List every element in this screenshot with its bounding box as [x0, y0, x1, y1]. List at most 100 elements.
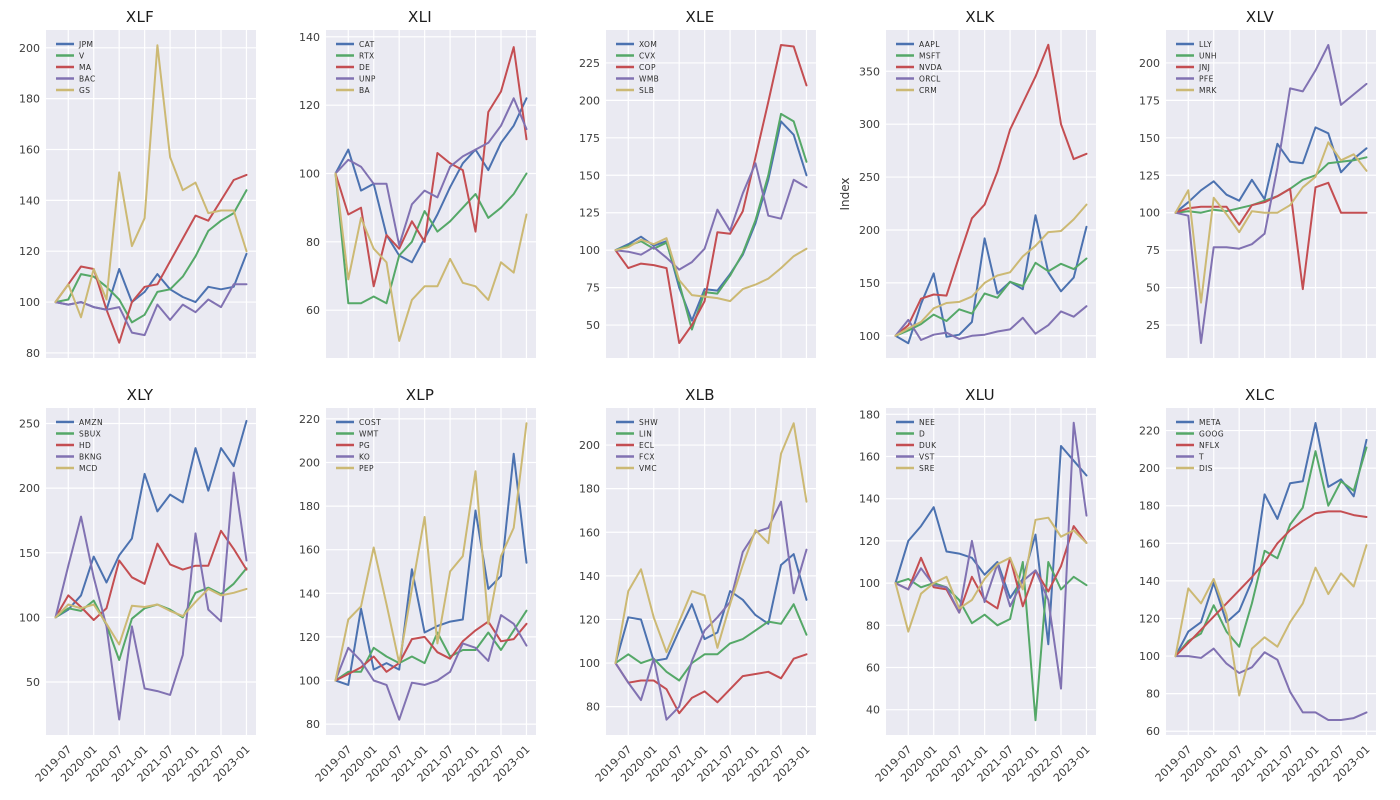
- y-tick-label: 180: [19, 93, 40, 106]
- y-tick-label: 180: [1139, 500, 1160, 513]
- subplot-xli: XLI 60 80 100 120 140 CAT RTX DE UNP BA: [280, 0, 560, 380]
- y-tick-label: 350: [859, 65, 880, 78]
- series-line-xlf-gs: [54, 44, 248, 319]
- series-line-xle-cvx: [614, 112, 808, 331]
- plot-xle: 50 75 100 125 150 175 200 225 XOM CVX COP WMB SLB: [579, 30, 816, 358]
- legend-label-jnj: JNJ: [1198, 63, 1210, 72]
- series-line-xlp-ko: [334, 614, 528, 721]
- y-tick-label: 50: [586, 319, 600, 332]
- series-line-xlk-orcl: [894, 305, 1088, 341]
- y-tick-label: 60: [866, 661, 880, 674]
- legend-xlk: AAPL MSFT NVDA ORCL CRM: [896, 40, 942, 95]
- series-line-xlp-pg: [334, 620, 528, 682]
- legend-label-shw: SHW: [639, 418, 658, 427]
- y-tick-label: 100: [579, 244, 600, 257]
- legend-label-sbux: SBUX: [79, 429, 101, 438]
- y-tick-label: 80: [1146, 688, 1160, 701]
- series-line-xli-rtx: [334, 172, 528, 305]
- legend-label-v: V: [79, 51, 85, 60]
- legend-label-rtx: RTX: [359, 51, 375, 60]
- y-axis-label: Index: [840, 177, 852, 210]
- subplot-xlp: XLP 80 100 120 140 160 180 200 220 2019-07 2020-01…: [280, 380, 560, 800]
- y-axis-tick-labels: 60 80 100 120 140: [299, 31, 320, 317]
- legend-label-sre: SRE: [919, 464, 935, 473]
- plot-xlp: 80 100 120 140 160 180 200 220 2019-072020-01202…: [299, 408, 536, 785]
- series-line-xlc-t: [1174, 647, 1368, 721]
- legend-xlv: LLY UNH JNJ PFE MRK: [1176, 40, 1217, 95]
- series-line-xli-unp: [334, 97, 528, 247]
- y-axis-tick-labels: 40 60 80 100 120 140 160 180: [859, 408, 880, 716]
- y-tick-label: 250: [859, 171, 880, 184]
- legend-label-meta: META: [1199, 418, 1221, 427]
- y-tick-label: 100: [299, 675, 320, 688]
- series-line-xlb-lin: [614, 603, 808, 682]
- legend-label-aapl: AAPL: [919, 40, 940, 49]
- y-axis-tick-labels: 60 80 100 120 140 160 180 200 220: [1139, 425, 1160, 739]
- y-tick-label: 120: [859, 535, 880, 548]
- y-tick-label: 140: [859, 493, 880, 506]
- y-tick-label: 200: [579, 94, 600, 107]
- plot-xlu: 40 60 80 100 120 140 160 180 2019-072020-012020-…: [859, 408, 1096, 785]
- y-tick-label: 180: [299, 500, 320, 513]
- series-line-xli-cat: [334, 97, 528, 264]
- series-line-xlu-nee: [894, 445, 1088, 646]
- legend-label-t: T: [1198, 452, 1204, 461]
- series-line-xlu-d: [894, 561, 1088, 722]
- y-tick-label: 200: [1139, 57, 1160, 70]
- series-line-xlk-aapl: [894, 214, 1088, 345]
- series-line-xlc-dis: [1174, 544, 1368, 697]
- series-line-xlv-pfe: [1174, 44, 1368, 344]
- y-tick-label: 100: [859, 577, 880, 590]
- plot-background: [1166, 408, 1376, 735]
- series-line-xlv-mrk: [1174, 141, 1368, 304]
- y-axis-tick-labels: 100 150 200 250 300 350: [859, 65, 880, 343]
- series-line-xlc-goog: [1174, 446, 1368, 658]
- y-tick-label: 140: [1139, 575, 1160, 588]
- legend-label-unp: UNP: [359, 74, 376, 83]
- subplot-xlv: XLV 25 50 75 100 125 150 175 200 LLY UNH JNJ PFE MRK: [1120, 0, 1400, 380]
- legend-label-wmb: WMB: [639, 74, 659, 83]
- chart-title-xlb: XLB: [685, 386, 715, 404]
- series-line-xle-slb: [614, 237, 808, 303]
- legend-xly: AMZN SBUX HD BKNG MCD: [56, 418, 103, 473]
- y-tick-label: 160: [859, 451, 880, 464]
- y-tick-label: 150: [1139, 132, 1160, 145]
- legend-xlp: COST WMT PG KO PEP: [336, 418, 381, 473]
- legend-label-wmt: WMT: [359, 429, 379, 438]
- y-tick-label: 100: [579, 657, 600, 670]
- chart-title-xlp: XLP: [405, 386, 435, 404]
- plot-xlc: 60 80 100 120 140 160 180 200 220 2019-072020-012…: [1139, 408, 1376, 785]
- plot-xli: 60 80 100 120 140 CAT RTX DE UNP BA: [299, 30, 536, 358]
- y-tick-label: 100: [19, 296, 40, 309]
- subplot-xlu: XLU 40 60 80 100 120 140 160 180 2019-07 2020-01 20…: [840, 380, 1120, 800]
- y-axis-tick-labels: 80 100 120 140 160 180 200: [579, 439, 600, 714]
- series-line-xlb-shw: [614, 553, 808, 665]
- y-axis-tick-labels: 50 75 100 125 150 175 200 225: [579, 57, 600, 332]
- chart-title-xle: XLE: [685, 8, 715, 26]
- series-line-xly-bkng: [54, 471, 248, 721]
- legend-label-ma: MA: [79, 63, 92, 72]
- charts-row-top: XLF 80 100 120 140 160 180 200 JPM V MA BAC GS XLI 60 8…: [0, 0, 1400, 380]
- y-tick-label: 50: [1146, 282, 1160, 295]
- legend-label-crm: CRM: [919, 86, 937, 95]
- legend-xli: CAT RTX DE UNP BA: [336, 40, 376, 95]
- y-tick-label: 80: [866, 619, 880, 632]
- y-tick-label: 120: [579, 613, 600, 626]
- legend-label-mcd: MCD: [79, 464, 98, 473]
- x-axis-tick-labels: 2019-072020-012020-072021-012021-072022-…: [593, 743, 813, 785]
- chart-title-xlk: XLK: [965, 8, 995, 26]
- legend-label-mrk: MRK: [1199, 86, 1217, 95]
- y-tick-label: 125: [1139, 169, 1160, 182]
- series-line-xly-mcd: [54, 587, 248, 646]
- legend-label-fcx: FCX: [639, 452, 655, 461]
- y-axis-tick-labels: 50 100 150 200 250: [19, 418, 40, 689]
- legend-label-vmc: VMC: [639, 464, 657, 473]
- y-tick-label: 175: [1139, 94, 1160, 107]
- x-axis-tick-labels: 2019-072020-012020-072021-012021-072022-…: [1153, 743, 1373, 785]
- y-tick-label: 60: [306, 304, 320, 317]
- legend-label-cost: COST: [359, 418, 381, 427]
- y-tick-label: 120: [299, 99, 320, 112]
- y-tick-label: 140: [299, 587, 320, 600]
- y-tick-label: 120: [1139, 612, 1160, 625]
- subplot-xlk: XLK 100 150 200 250 300 350 Index AAPL MSFT NVDA OR…: [840, 0, 1120, 380]
